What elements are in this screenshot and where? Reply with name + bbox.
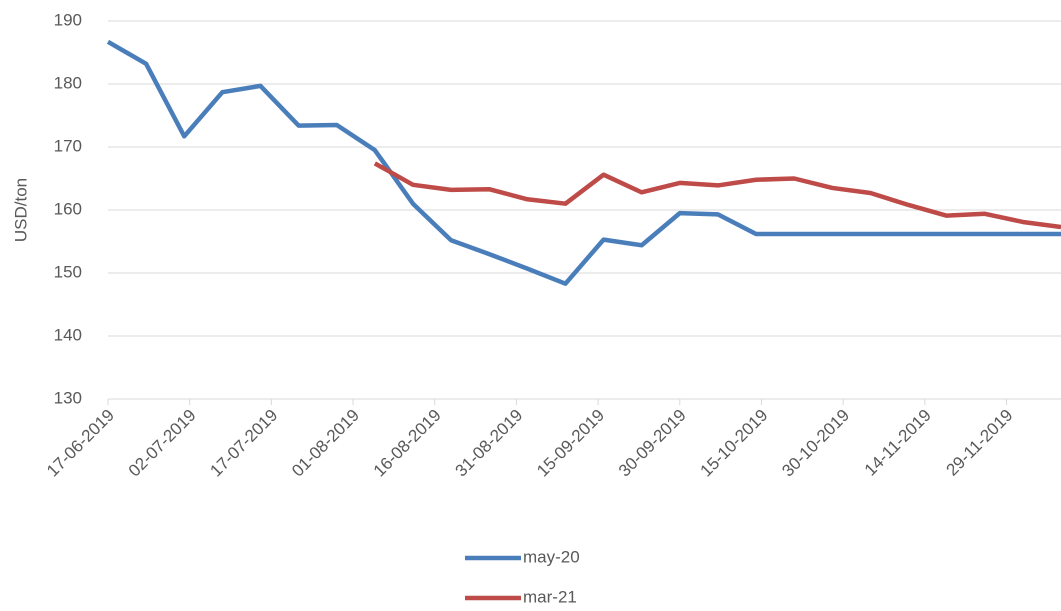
x-tick-label: 02-07-2019 [125,406,200,481]
x-tick-label: 31-08-2019 [451,406,526,481]
legend-label: may-20 [523,547,580,566]
y-tick-label: 180 [54,73,82,92]
x-tick-label: 16-08-2019 [370,406,445,481]
series-line [373,161,1061,230]
y-tick-label: 140 [54,325,82,344]
x-tick-label: 15-10-2019 [697,406,772,481]
x-tick-label: 30-10-2019 [778,406,853,481]
x-tick-label: 29-11-2019 [943,406,1017,480]
x-tick-label: 17-06-2019 [43,406,118,481]
legend-label: mar-21 [523,587,577,606]
x-tick-label: 30-09-2019 [615,406,690,481]
y-tick-label: 190 [54,10,82,29]
x-tick-label: 01-08-2019 [288,406,363,481]
y-tick-label: 170 [54,136,82,155]
y-tick-label: 130 [54,388,82,407]
x-tick-label: 15-09-2019 [533,406,608,481]
y-axis-label: USD/ton [11,178,30,242]
x-tick-label: 17-07-2019 [206,406,281,481]
x-tick-label: 14-11-2019 [861,406,935,480]
y-tick-label: 160 [54,199,82,218]
series-line [106,39,1061,286]
y-tick-label: 150 [54,262,82,281]
